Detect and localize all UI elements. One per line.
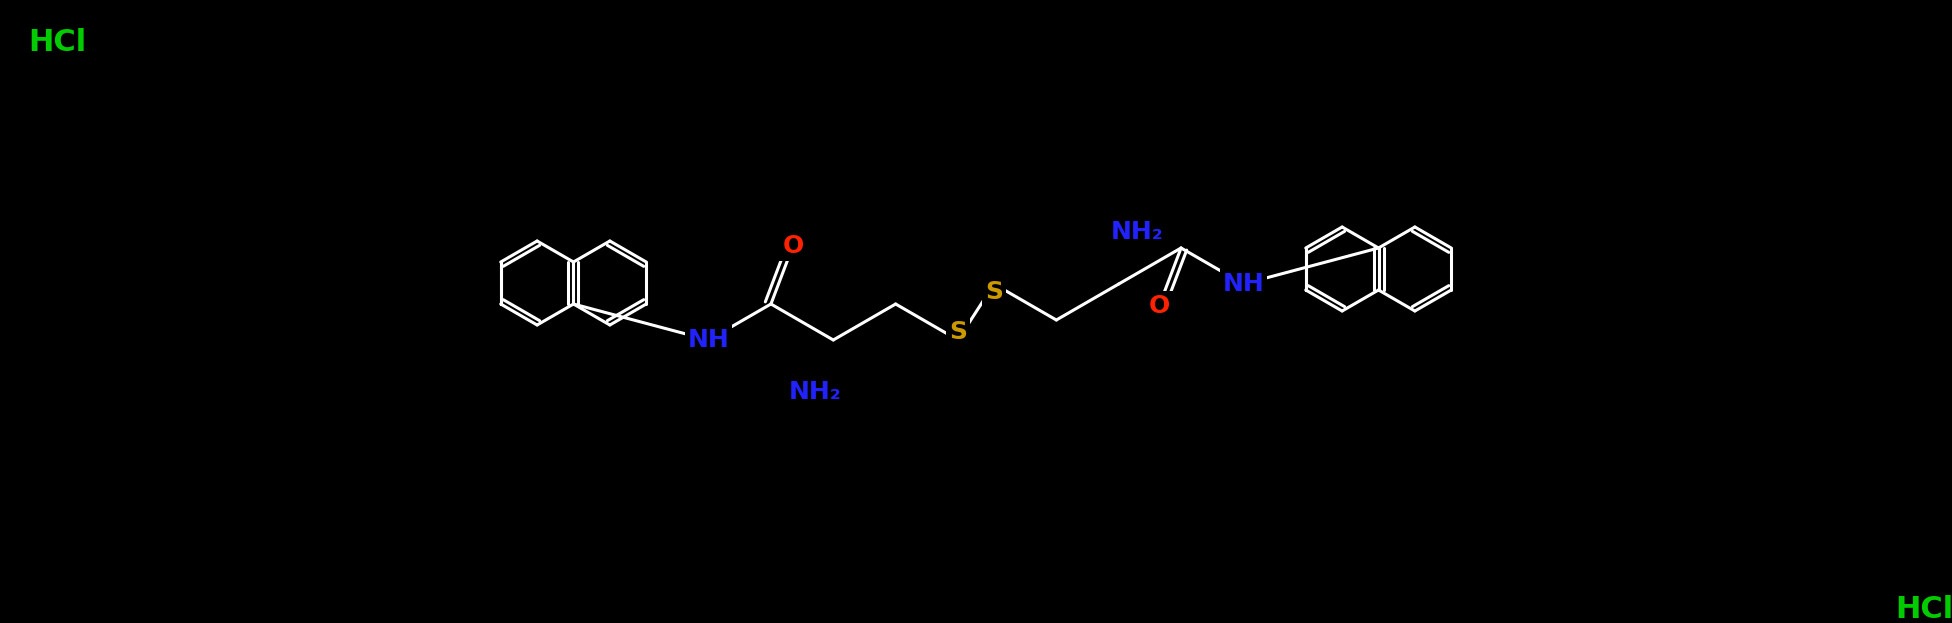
Text: O: O bbox=[1148, 294, 1169, 318]
Text: NH: NH bbox=[687, 328, 730, 352]
Text: HCl: HCl bbox=[27, 28, 86, 57]
Text: O: O bbox=[783, 234, 804, 258]
Text: S: S bbox=[986, 280, 1003, 304]
Text: NH: NH bbox=[1222, 272, 1265, 296]
Text: NH₂: NH₂ bbox=[789, 380, 841, 404]
Text: HCl: HCl bbox=[1895, 595, 1952, 623]
Text: NH₂: NH₂ bbox=[1111, 220, 1163, 244]
Text: S: S bbox=[949, 320, 966, 344]
